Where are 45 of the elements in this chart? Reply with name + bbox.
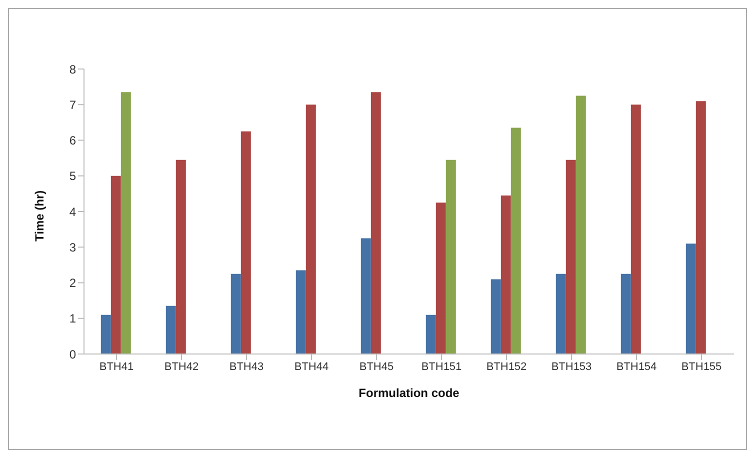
bar [426, 314, 436, 354]
y-tick-label: 0 [69, 347, 76, 362]
x-tick-label: BTH153 [551, 360, 592, 373]
x-tick-label: BTH154 [616, 360, 657, 373]
bar [230, 274, 241, 354]
x-tick-label: BTH43 [229, 360, 264, 373]
bar [360, 238, 371, 354]
y-tick-label: 2 [69, 276, 76, 290]
y-tick-label: 8 [69, 62, 76, 76]
y-tick-label: 5 [69, 169, 76, 184]
bar [696, 101, 706, 354]
bar [556, 274, 566, 354]
bar [100, 314, 111, 354]
bar [446, 160, 456, 354]
bar [576, 96, 586, 354]
y-tick-label: 1 [69, 312, 76, 326]
bar [566, 160, 576, 354]
x-tick-label: BTH45 [359, 360, 394, 373]
x-axis-title: Formulation code [358, 386, 460, 400]
bar [306, 104, 316, 354]
y-tick-label: 4 [69, 204, 76, 219]
bar [120, 92, 131, 354]
y-tick-label: 3 [69, 240, 76, 254]
bar [296, 270, 306, 354]
bar [240, 131, 251, 354]
x-tick-label: BTH44 [294, 360, 329, 373]
x-tick-label: BTH155 [681, 360, 722, 373]
bar [490, 279, 501, 354]
x-tick-label: BTH42 [164, 360, 199, 373]
bar [500, 195, 511, 354]
x-tick-label: BTH41 [99, 360, 134, 373]
bar [630, 104, 641, 354]
bar [176, 160, 186, 354]
bar [436, 202, 446, 354]
x-tick-label: BTH151 [421, 360, 462, 373]
x-tick-label: BTH152 [486, 360, 527, 373]
bar [166, 306, 176, 354]
y-axis-title: Time (hr) [32, 190, 46, 242]
y-tick-label: 6 [69, 134, 76, 148]
bar [110, 176, 121, 354]
bar [370, 92, 381, 354]
bar [686, 244, 696, 354]
bar [510, 128, 521, 354]
bar [620, 274, 631, 354]
y-tick-label: 7 [69, 98, 76, 112]
